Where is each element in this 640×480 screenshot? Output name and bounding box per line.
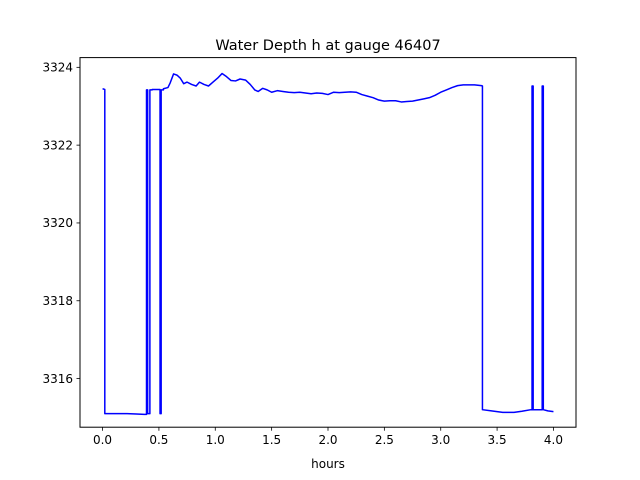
x-tick-label: 3.5 [488,433,507,447]
chart-title: Water Depth h at gauge 46407 [215,38,440,54]
x-tick-label: 0.5 [149,433,168,447]
y-tick-label: 3322 [42,138,73,152]
x-axis-label: hours [311,457,345,471]
x-tick-label: 3.0 [431,433,450,447]
y-tick-label: 3316 [42,372,73,386]
y-tick-label: 3320 [42,216,73,230]
y-tick-label: 3324 [42,61,73,75]
x-tick-label: 1.0 [206,433,225,447]
x-tick-label: 0.0 [93,433,112,447]
x-tick-label: 4.0 [544,433,563,447]
x-tick-label: 2.0 [318,433,337,447]
plot-area [102,72,554,416]
x-tick-label: 2.5 [375,433,394,447]
x-axis: 0.0 0.5 1.0 1.5 2.0 2.5 3.0 3.5 4.0 [93,427,563,447]
y-tick-label: 3318 [42,294,73,308]
y-axis: 3316 3318 3320 3322 3324 [42,61,80,386]
series-line-0 [102,72,554,416]
x-tick-label: 1.5 [262,433,281,447]
